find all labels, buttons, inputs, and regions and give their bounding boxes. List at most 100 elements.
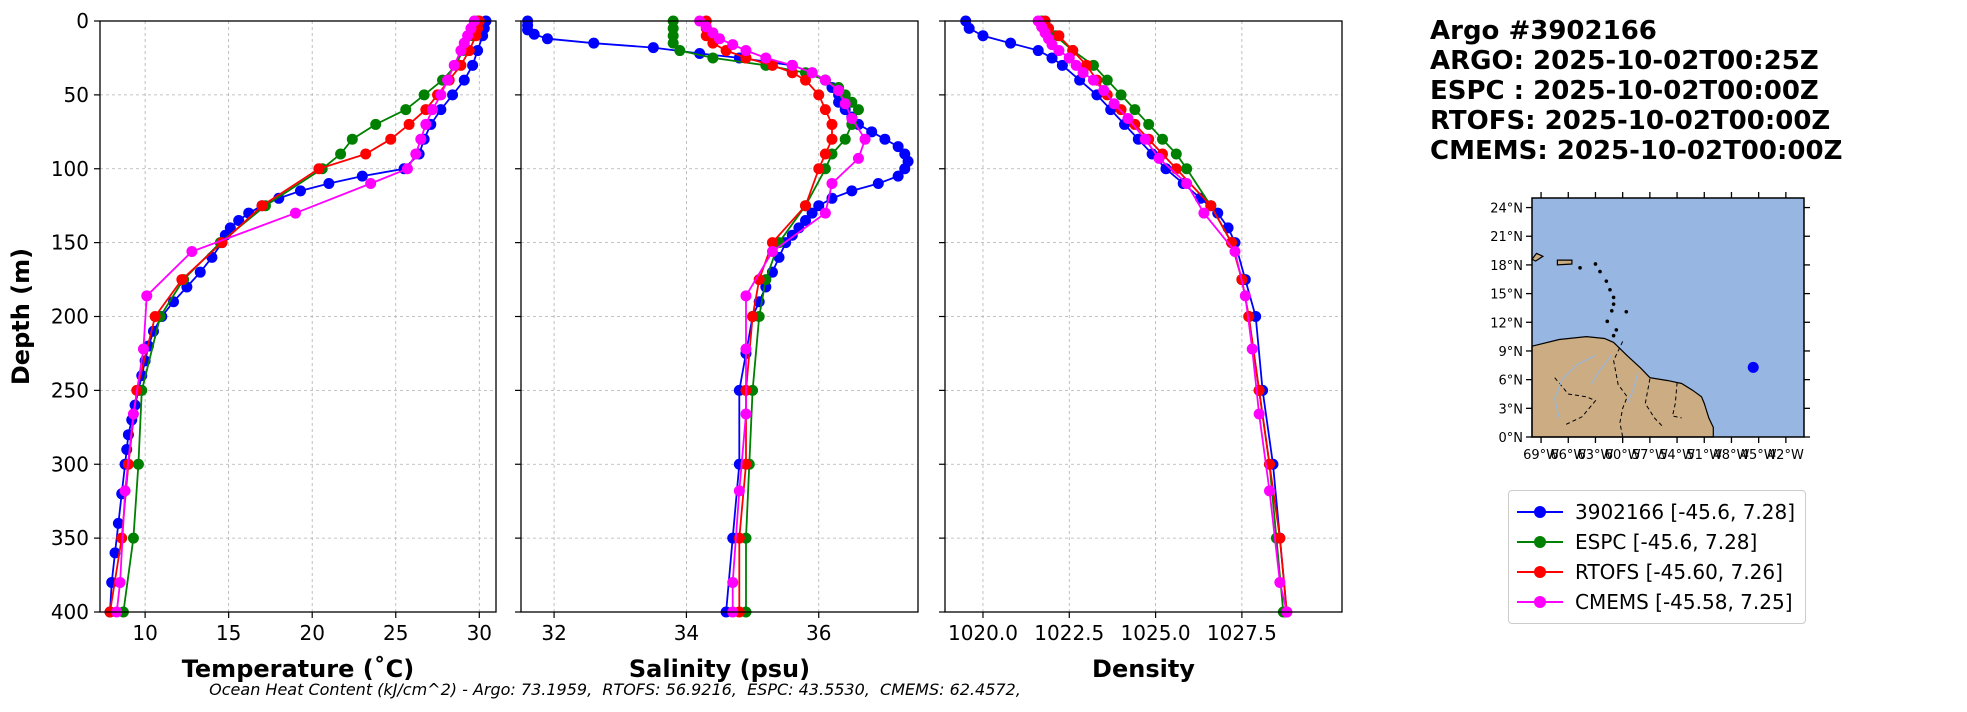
y-tick-label: 350	[51, 526, 89, 550]
data-point-RTOFS	[403, 118, 415, 130]
data-point-CMEMS	[733, 485, 745, 497]
data-point-RTOFS	[1274, 532, 1286, 544]
data-point-CMEMS	[1077, 67, 1089, 79]
data-point-CMEMS	[846, 113, 858, 125]
data-point-3902166	[977, 30, 989, 42]
map-island	[1598, 269, 1602, 274]
panel-0: 10 15 20 25 30050100150200250300350400Temper…	[7, 9, 497, 683]
data-point-CMEMS	[1239, 290, 1251, 302]
data-point-3902166	[963, 22, 975, 34]
data-point-ESPC	[1156, 133, 1168, 145]
float-location-marker	[1747, 361, 1759, 373]
panel-2: 1020.0 1022.5 1025.0 1027.5 Density	[939, 15, 1343, 683]
legend-label-cmems: CMEMS [-45.58, 7.25]	[1575, 590, 1793, 614]
data-point-RTOFS	[819, 104, 831, 116]
legend-swatch-cmems	[1517, 592, 1563, 612]
data-point-ESPC	[1181, 163, 1193, 175]
data-point-RTOFS	[256, 200, 268, 212]
map-lon-label: 63°W	[1578, 448, 1614, 463]
espc-time: ESPC : 2025-10-02T00:00Z	[1430, 76, 1819, 106]
data-point-CMEMS	[1246, 343, 1258, 355]
data-point-ESPC	[400, 104, 412, 116]
map-lat-label: 21°N	[1490, 230, 1523, 245]
data-point-3902166	[1046, 52, 1058, 64]
y-tick-label: 200	[51, 305, 89, 329]
data-point-RTOFS	[747, 311, 759, 322]
x-tick-label: 20	[299, 621, 324, 645]
data-point-3902166	[1005, 37, 1017, 49]
series-CMEMS	[111, 15, 480, 618]
data-point-ESPC	[707, 52, 719, 64]
data-point-RTOFS	[1053, 30, 1065, 42]
data-point-3902166	[892, 170, 904, 182]
map-lat-label: 3°N	[1499, 402, 1524, 417]
x-axis-label: Density	[1092, 655, 1195, 683]
legend-label-argo: 3902166 [-45.6, 7.28]	[1575, 500, 1796, 524]
data-point-CMEMS	[740, 343, 752, 355]
data-point-ESPC	[852, 104, 864, 116]
data-point-CMEMS	[401, 163, 413, 175]
legend-item-espc: ESPC [-45.6, 7.28]	[1517, 527, 1795, 557]
map-island	[1611, 302, 1616, 306]
data-point-CMEMS	[1274, 576, 1286, 588]
y-tick-label: 250	[51, 378, 89, 402]
data-point-CMEMS	[760, 52, 772, 64]
data-point-ESPC	[335, 148, 347, 160]
data-point-ESPC	[1170, 148, 1182, 160]
map-lon-label: 45°W	[1741, 448, 1777, 463]
data-point-3902166	[233, 214, 245, 226]
map-island-puerto-rico	[1556, 259, 1573, 266]
data-point-CMEMS	[839, 98, 851, 110]
data-point-ESPC	[132, 458, 144, 470]
data-point-3902166	[800, 214, 812, 226]
data-point-ESPC	[1129, 104, 1141, 116]
map-border	[1613, 341, 1628, 438]
x-tick-label: 1027.5	[1207, 621, 1277, 645]
data-point-CMEMS	[435, 89, 447, 101]
map-lat-label: 0°N	[1499, 431, 1524, 446]
x-tick-label: 1020.0	[948, 621, 1018, 645]
data-point-CMEMS	[1053, 45, 1065, 57]
y-axis-label: Depth (m)	[7, 248, 35, 385]
data-point-CMEMS	[127, 408, 139, 420]
data-point-RTOFS	[800, 200, 812, 212]
map-island	[1593, 262, 1598, 266]
y-tick-label: 0	[76, 9, 89, 33]
map-island	[1614, 328, 1619, 332]
data-point-3902166	[1032, 45, 1044, 57]
data-point-RTOFS	[1205, 200, 1217, 212]
data-point-CMEMS	[740, 408, 752, 420]
y-tick-label: 50	[64, 83, 89, 107]
data-point-3902166	[541, 33, 553, 45]
x-tick-label: 15	[216, 621, 241, 645]
data-point-CMEMS	[1122, 113, 1134, 125]
series-CMEMS	[1032, 15, 1293, 618]
data-point-CMEMS	[786, 59, 798, 71]
data-point-RTOFS	[1226, 237, 1238, 249]
data-point-CMEMS	[826, 178, 838, 190]
data-point-CMEMS	[714, 33, 725, 45]
x-tick-label: 1025.0	[1121, 621, 1191, 645]
data-point-CMEMS	[420, 118, 432, 130]
data-point-RTOFS	[766, 59, 778, 71]
map-frame	[1531, 197, 1805, 438]
float-id-title: Argo #3902166	[1430, 16, 1657, 46]
data-point-CMEMS	[410, 148, 422, 160]
data-point-ESPC	[127, 532, 139, 544]
data-point-CMEMS	[442, 74, 454, 86]
legend-swatch-argo	[1517, 502, 1563, 522]
data-point-3902166	[647, 42, 659, 54]
data-point-CMEMS	[852, 152, 864, 164]
ohc-footer: Ocean Heat Content (kJ/cm^2) - Argo: 73.…	[209, 680, 1021, 699]
data-point-RTOFS	[813, 163, 825, 175]
data-point-CMEMS	[448, 59, 460, 71]
map-lon-label: 66°W	[1550, 448, 1586, 463]
legend-item-argo: 3902166 [-45.6, 7.28]	[1517, 497, 1795, 527]
data-point-CMEMS	[455, 45, 467, 57]
data-point-3902166	[472, 45, 484, 57]
data-point-CMEMS	[1063, 52, 1075, 64]
data-point-CMEMS	[119, 485, 131, 497]
legend-label-rtofs: RTOFS [-45.60, 7.26]	[1575, 560, 1783, 584]
cmems-time: CMEMS: 2025-10-02T00:00Z	[1430, 136, 1843, 166]
map-island	[1605, 319, 1610, 324]
